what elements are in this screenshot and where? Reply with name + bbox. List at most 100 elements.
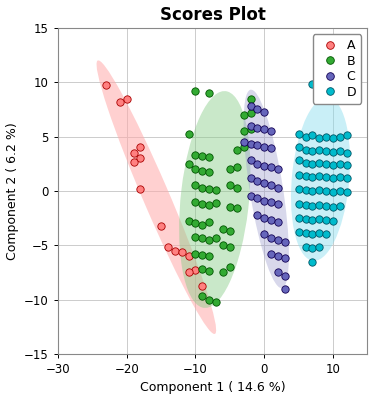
A [172,248,178,254]
B [220,226,226,232]
A [199,283,205,290]
A [158,222,164,229]
C [261,180,267,186]
B [227,204,233,210]
C [254,106,260,112]
D [316,146,322,153]
D [330,84,336,91]
C [261,126,267,132]
D [296,201,302,207]
D [303,172,308,179]
Y-axis label: Component 2 ( 6.2 %): Component 2 ( 6.2 %) [6,122,19,260]
B [206,90,212,96]
C [241,139,247,145]
Ellipse shape [244,90,289,288]
D [323,188,329,194]
D [337,203,343,209]
C [248,193,254,200]
B [192,233,198,240]
D [330,189,336,195]
B [220,242,226,248]
B [206,268,212,274]
C [261,231,267,238]
C [282,272,288,279]
B [206,253,212,259]
C [282,286,288,292]
D [323,217,329,224]
C [248,122,254,129]
C [268,234,274,241]
D [316,186,322,193]
A [165,244,171,250]
Ellipse shape [97,60,216,334]
C [261,144,267,151]
B [248,110,254,116]
D [316,160,322,166]
D [330,148,336,155]
C [248,103,254,109]
D [310,231,316,238]
C [261,198,267,204]
X-axis label: Component 1 ( 14.6 %): Component 1 ( 14.6 %) [140,382,285,394]
C [268,198,274,205]
B [213,186,219,193]
B [227,244,233,250]
A [138,144,144,151]
B [227,166,233,172]
C [275,201,281,207]
D [310,258,316,265]
B [227,182,233,189]
D [310,132,316,139]
D [344,150,350,156]
A [138,155,144,162]
B [220,269,226,276]
D [303,202,308,208]
B [248,126,254,132]
A [131,158,137,165]
B [241,112,247,118]
B [241,128,247,134]
B [213,200,219,206]
B [213,234,219,241]
C [261,163,267,169]
B [192,152,198,158]
D [344,162,350,168]
B [206,202,212,208]
D [303,133,308,140]
C [268,251,274,257]
B [192,198,198,205]
C [261,108,267,115]
D [337,160,343,167]
D [323,174,329,180]
D [330,218,336,224]
A [186,253,192,259]
C [275,236,281,243]
B [248,95,254,102]
D [330,175,336,181]
A [103,82,109,89]
D [303,146,308,153]
D [323,160,329,167]
C [261,215,267,221]
D [323,203,329,209]
B [199,201,205,207]
D [316,83,322,90]
C [248,157,254,164]
C [268,182,274,189]
C [268,128,274,134]
Ellipse shape [179,91,251,308]
D [310,203,316,209]
D [303,244,308,250]
B [206,236,212,243]
B [199,184,205,191]
B [234,184,240,191]
D [323,231,329,238]
A [186,269,192,276]
D [296,144,302,151]
C [254,178,260,184]
D [310,188,316,194]
C [275,166,281,172]
A [124,95,130,102]
D [316,134,322,141]
D [344,132,350,139]
